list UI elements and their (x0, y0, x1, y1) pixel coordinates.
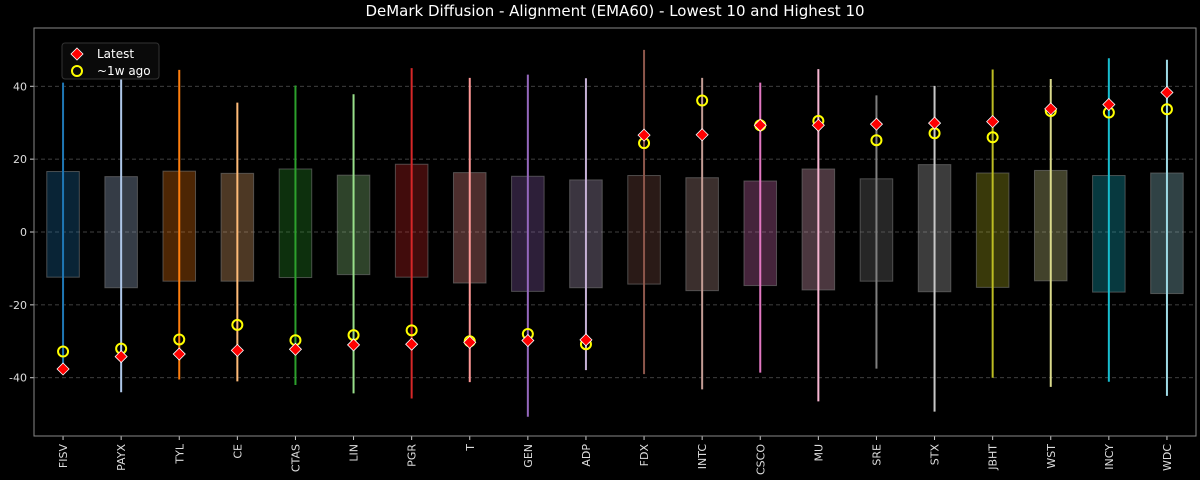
x-tick-label: CSCO (754, 444, 767, 475)
marker-latest (986, 115, 1000, 129)
category-wdc (1150, 59, 1184, 396)
x-tick-label: FISV (57, 444, 70, 469)
x-tick-label: PGR (406, 444, 419, 467)
marker-latest (288, 342, 303, 356)
x-tick-label: CTAS (289, 444, 302, 472)
category-gen (511, 74, 545, 417)
marker-latest (811, 118, 825, 132)
category-tyl (162, 69, 197, 380)
legend-1w-marker (71, 65, 83, 77)
legend-latest-marker (70, 47, 84, 61)
y-tick-label: 40 (13, 80, 27, 93)
category-adp (569, 78, 603, 371)
x-tick-label: GEN (522, 444, 535, 468)
category-intc (685, 77, 719, 390)
category-stx (917, 85, 952, 412)
category-payx (104, 71, 138, 393)
category-fdx (627, 49, 661, 375)
marker-1w-ago (57, 345, 70, 358)
grid (34, 85, 1196, 379)
marker-latest (637, 128, 651, 142)
marker-1w-ago (173, 333, 186, 346)
x-tick-label: INTC (696, 444, 709, 470)
marker-1w-ago (405, 324, 418, 337)
x-tick-label: INCY (1103, 444, 1116, 470)
x-tick-label: WDC (1161, 444, 1174, 471)
category-csco (743, 82, 778, 373)
marker-latest (579, 333, 593, 347)
marker-latest (1044, 102, 1058, 116)
category-lin (336, 94, 371, 394)
y-tick-label: -40 (9, 372, 27, 385)
marker-latest (753, 118, 767, 132)
marker-1w-ago (986, 131, 999, 144)
x-tick-label: TYL (173, 443, 186, 464)
marker-latest (172, 347, 186, 361)
x-tick-label: JBHT (987, 444, 1000, 471)
marker-latest (405, 337, 419, 351)
category-t (452, 77, 487, 383)
marker-1w-ago (696, 94, 709, 107)
category-ctas (278, 85, 313, 385)
marker-latest (927, 116, 942, 130)
y-tick-label: 0 (20, 226, 27, 239)
marker-latest (56, 362, 70, 376)
marker-latest (1102, 97, 1116, 112)
marker-1w-ago (1160, 103, 1173, 116)
y-axis: -40 -20 0 20 40 (9, 80, 34, 385)
x-tick-label: WST (1045, 444, 1058, 469)
category-ce (220, 102, 255, 382)
legend-1w-label: ~1w ago (97, 64, 151, 78)
marker-latest (346, 338, 361, 352)
category-fisv (46, 82, 80, 376)
legend: Latest ~1w ago (61, 42, 160, 80)
marker-1w-ago (870, 134, 883, 147)
marker-latest (463, 335, 477, 349)
category-mu (801, 69, 836, 402)
x-tick-label: SRE (870, 444, 883, 466)
boxes (46, 49, 1184, 417)
x-tick-label: LIN (348, 444, 361, 462)
legend-latest-label: Latest (97, 47, 134, 61)
y-tick-label: -20 (9, 299, 27, 312)
y-tick-label: 20 (13, 153, 27, 166)
chart-title: DeMark Diffusion - Alignment (EMA60) - L… (365, 2, 864, 20)
plot-frame (33, 27, 1197, 437)
marker-1w-ago (231, 318, 244, 331)
category-jbht (975, 69, 1010, 378)
x-axis: FISV PAYX TYL CE CTAS LIN PGR T GEN ADP FDX INTC CSC… (57, 436, 1174, 475)
x-tick-label: T (464, 444, 477, 452)
x-tick-label: MU (812, 444, 825, 462)
category-sre (859, 95, 894, 369)
category-wst (1033, 79, 1068, 387)
marker-latest (230, 343, 244, 357)
marker-latest (1160, 85, 1174, 100)
marker-latest (114, 350, 128, 364)
category-pgr (394, 68, 429, 399)
x-tick-label: PAYX (115, 444, 128, 471)
x-tick-label: STX (929, 444, 942, 466)
category-incy (1092, 58, 1126, 382)
marker-latest (695, 128, 709, 142)
x-tick-label: ADP (580, 444, 593, 467)
x-tick-label: FDX (638, 444, 651, 467)
marker-latest (869, 117, 884, 131)
marker-latest (521, 333, 535, 348)
x-tick-label: CE (231, 444, 244, 459)
